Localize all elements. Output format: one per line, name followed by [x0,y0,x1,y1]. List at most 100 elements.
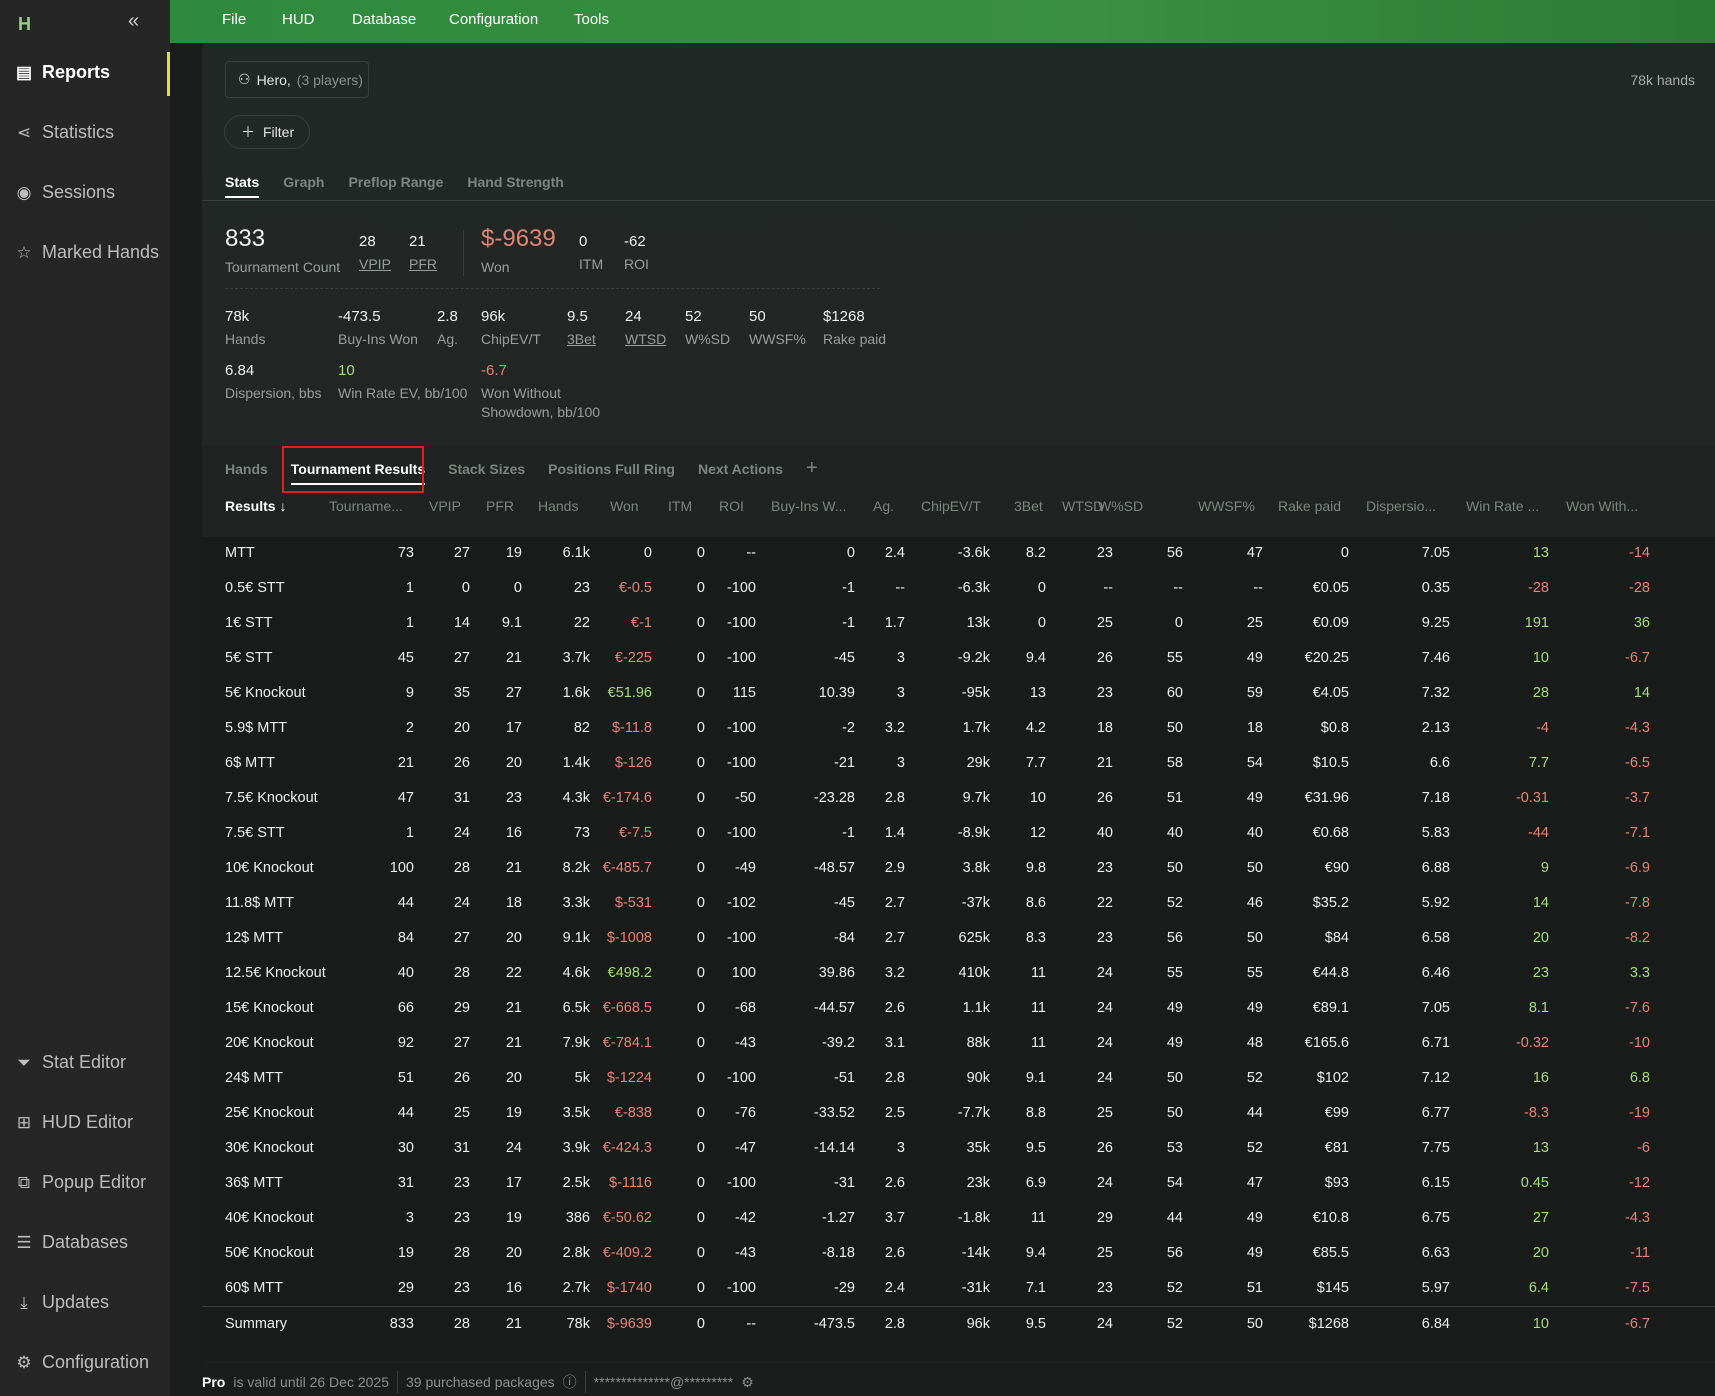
table-cell: $1268 [1308,1316,1349,1332]
table-cell: 11 [1030,965,1046,981]
column-header[interactable]: Buy-Ins W... [771,498,847,514]
column-header[interactable]: Win Rate ... [1466,498,1540,514]
tab-hands[interactable]: Hands [225,460,268,477]
table-cell: 9.1k [562,930,590,946]
column-header[interactable]: ROI [719,498,744,514]
hands-count: 78k hands [1630,72,1695,88]
table-cell: -21 [834,755,855,771]
table-cell: 29 [453,1000,470,1016]
table-cell: €165.6 [1304,1035,1349,1051]
column-header[interactable]: ITM [668,498,693,514]
tab-positions-full-ring[interactable]: Positions Full Ring [548,460,675,477]
column-header[interactable]: PFR [486,498,514,514]
column-header[interactable]: Hands [538,498,579,514]
menu-file[interactable]: File [222,11,247,28]
table-cell: -33.52 [813,1105,855,1121]
table-cell: 2.5 [884,1105,905,1121]
table-cell: 24 [1096,1035,1113,1051]
menu-configuration[interactable]: Configuration [449,11,539,28]
tab-stats[interactable]: Stats [225,174,260,198]
column-header[interactable]: ChipEV/T [921,498,981,514]
table-cell: -14k [961,1245,990,1261]
table-cell: -4.3 [1625,1210,1650,1226]
sidebar-item-databases[interactable]: ☰ Databases [14,1232,128,1253]
tab-hand-strength[interactable]: Hand Strength [467,174,564,190]
menu-database[interactable]: Database [352,11,417,28]
table-cell: 82 [573,720,590,736]
table-cell: -48.57 [813,860,855,876]
menu-bar: File HUD Database Configuration Tools [170,0,1715,43]
table-cell: €-50.62 [602,1210,652,1226]
table-cell: 40 [1096,825,1113,841]
menu-hud[interactable]: HUD [282,11,315,28]
collapse-sidebar-icon[interactable]: « [128,10,140,32]
table-cell: 191 [1524,615,1549,631]
tab-graph[interactable]: Graph [283,174,325,190]
table-cell: $35.2 [1312,895,1349,911]
table-cell: 0 [696,615,705,631]
column-header[interactable]: VPIP [429,498,461,514]
table-cell: €-668.5 [602,1000,652,1016]
tab-stack-sizes[interactable]: Stack Sizes [448,460,526,477]
table-cell: 0 [1037,580,1046,596]
table-cell: 28 [453,1245,470,1261]
table-cell: 13 [1532,1140,1549,1156]
sidebar-item-reports[interactable]: ▤ Reports [14,62,110,83]
table-cell: 56 [1166,545,1183,561]
column-header[interactable]: Tourname... [329,498,403,514]
player-name: Hero, [256,71,291,88]
filter-button[interactable]: ＋ Filter [224,115,310,149]
column-header[interactable]: Dispersio... [1366,498,1437,514]
sidebar-item-popup-editor[interactable]: ⧉ Popup Editor [14,1172,146,1193]
table-cell: 23 [1532,965,1549,981]
table-cell: 56 [1166,1245,1183,1261]
player-selector[interactable]: ⚇ Hero, (3 players) [225,61,369,98]
table-cell: -102 [726,895,756,911]
table-cell: 1.1k [962,1000,990,1016]
table-cell: -7.6 [1625,1000,1650,1016]
player-count: (3 players) [296,71,363,88]
sidebar-item-updates[interactable]: ⤓ Updates [14,1292,109,1313]
column-header[interactable]: WWSF% [1198,498,1255,514]
table-cell: 9.7k [962,790,990,806]
column-header[interactable]: Won [610,498,639,514]
add-tab-icon[interactable]: + [806,457,818,479]
table-cell: €-225 [614,650,652,666]
column-header[interactable]: Results ↓ [225,498,287,514]
table-cell: 0 [696,1210,705,1226]
column-header[interactable]: Ag. [873,498,895,514]
table-cell: 3 [405,1210,414,1226]
sidebar-item-hud-editor[interactable]: ⊞ HUD Editor [14,1112,133,1133]
sidebar-item-configuration[interactable]: ⚙ Configuration [14,1352,149,1373]
table-cell: €-0.5 [618,580,652,596]
column-header[interactable]: Won With... [1566,498,1639,514]
tab-tournament-results[interactable]: Tournament Results [290,460,426,485]
table-cell: 49 [1166,1035,1183,1051]
table-cell: -0.32 [1515,1035,1549,1051]
table-cell: 49 [1246,1245,1263,1261]
tab-next-actions[interactable]: Next Actions [697,460,784,477]
column-header[interactable]: 3Bet [1014,498,1043,514]
table-cell: -45 [834,650,855,666]
table-cell: 31 [397,1175,414,1191]
table-cell: -45 [834,895,855,911]
table-cell: 21 [1096,755,1113,771]
table-cell: 3.2 [884,965,905,981]
table-cell: 23 [573,580,590,596]
report-icon: ▤ [15,62,33,82]
column-header[interactable]: W%SD [1098,498,1144,514]
sidebar-item-stat-editor[interactable]: ⏷ Stat Editor [14,1052,126,1073]
tab-preflop-range[interactable]: Preflop Range [348,174,444,190]
info-icon[interactable]: ⓘ [562,1374,577,1390]
column-header[interactable]: WTSD [1062,498,1104,514]
settings-gear-icon[interactable]: ⚙ [741,1373,754,1390]
table-cell: 2.7 [884,895,905,911]
menu-tools[interactable]: Tools [574,11,610,28]
sidebar-item-statistics[interactable]: ⋖ Statistics [14,122,114,143]
table-cell: 35k [966,1140,990,1156]
sidebar-item-sessions[interactable]: ◉ Sessions [14,182,115,203]
sidebar-item-marked-hands[interactable]: ☆ Marked Hands [14,242,159,263]
table-cell: 13 [1532,545,1549,561]
column-header[interactable]: Rake paid [1278,498,1342,514]
table-cell: 25 [1096,1105,1113,1121]
